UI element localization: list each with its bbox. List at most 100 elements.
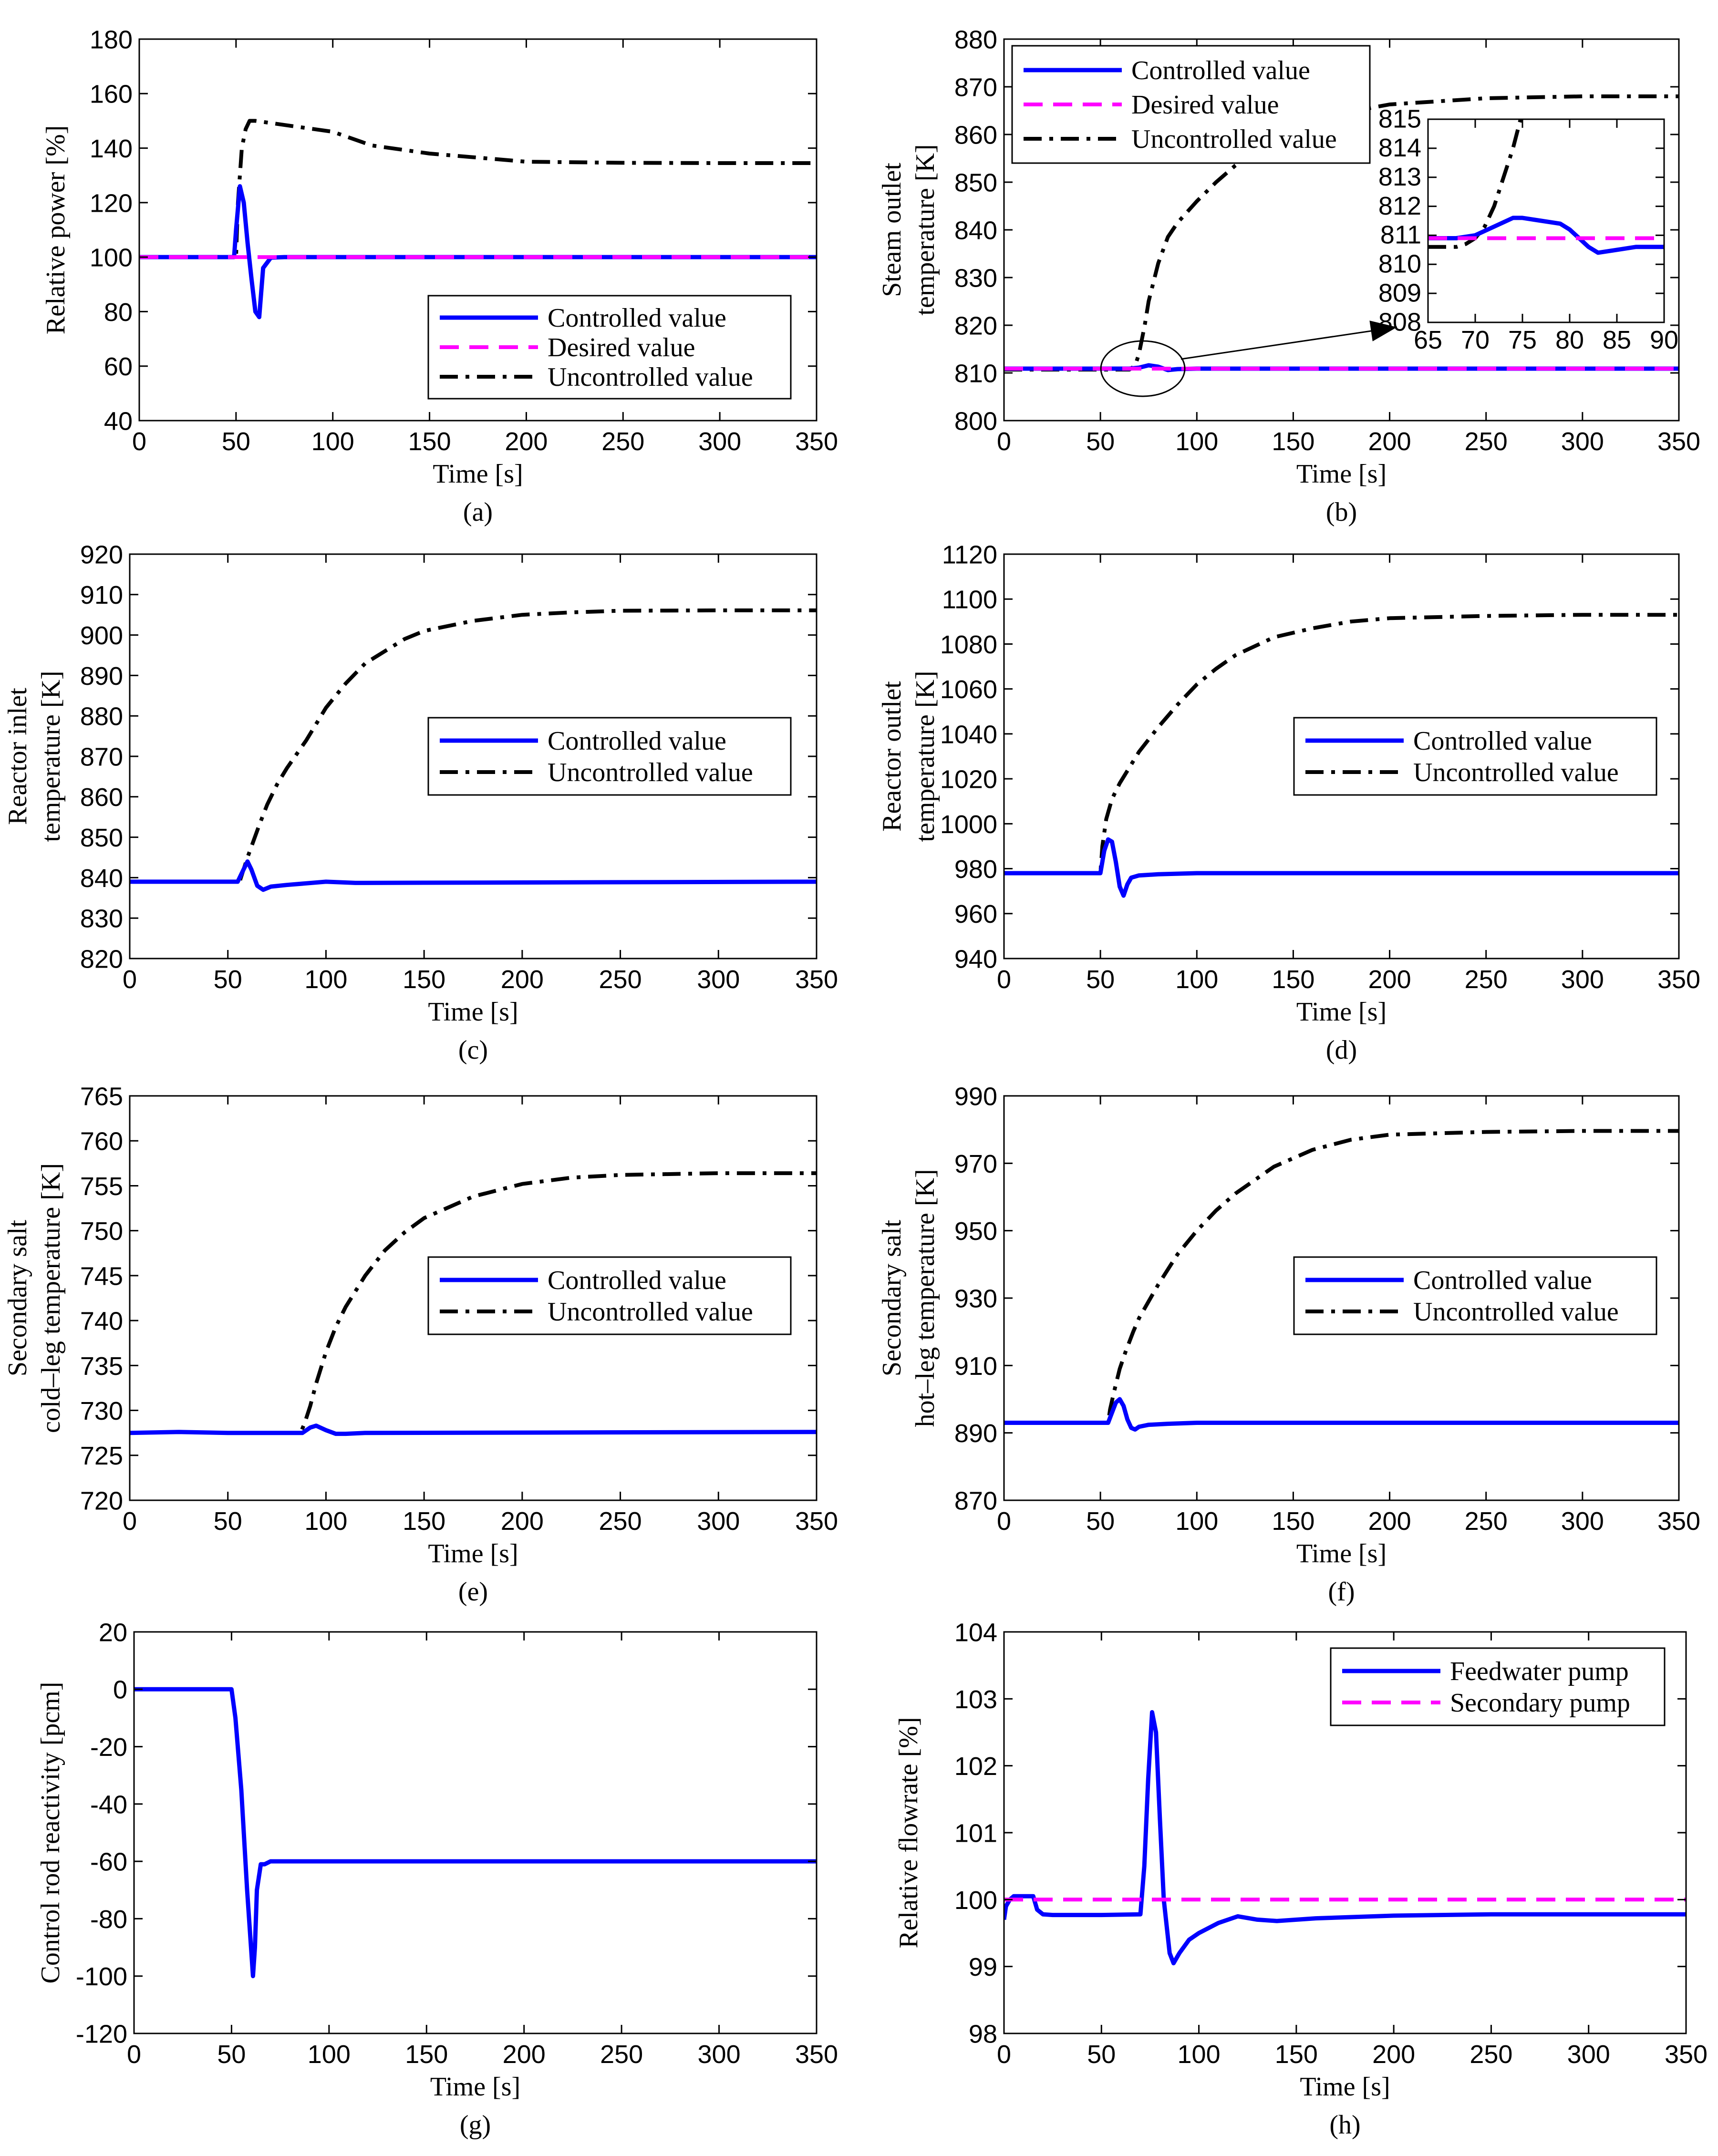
y-tick-label: 1020 <box>940 765 997 794</box>
x-tick-label: 350 <box>1657 1507 1700 1536</box>
x-tick-label: 150 <box>1272 1507 1314 1536</box>
legend-box <box>427 295 792 400</box>
y-tick-label: 160 <box>90 80 133 109</box>
x-axis-title: Time [s] <box>433 459 523 489</box>
y-tick-label: -60 <box>90 1848 127 1877</box>
y-tick-label: 830 <box>80 905 123 933</box>
y-tick-label: 60 <box>104 352 133 381</box>
x-tick-label: 350 <box>1657 965 1700 994</box>
y-tick-label: 100 <box>954 1886 997 1915</box>
y-axis-title: Reactor outlet temperature [K] <box>877 671 940 842</box>
x-axis-title: Time [s] <box>428 1539 518 1568</box>
x-tick-label: 100 <box>304 965 347 994</box>
x-tick-label: 150 <box>408 427 451 456</box>
panel-caption: (a) <box>463 497 493 527</box>
x-axis-title: Time [s] <box>1296 1539 1387 1568</box>
x-tick-label: 300 <box>1567 2040 1610 2069</box>
chart-c: 0 50 100 150 200 250 300 350 820 830 840 850 860 870 8… <box>3 540 838 1065</box>
y-axis-title-line: hot–leg temperature [K] <box>911 1169 940 1427</box>
y-tick-label: 820 <box>80 945 123 973</box>
y-tick-label: 755 <box>80 1172 123 1201</box>
legend-label: Uncontrolled value <box>1413 758 1619 787</box>
y-tick-label: 850 <box>954 168 997 197</box>
x-tick-label: 350 <box>1665 2040 1708 2069</box>
y-axis-title: Control rod reactivity [pcm] <box>36 1682 65 1984</box>
legend-label: Uncontrolled value <box>548 1297 753 1327</box>
x-tick-label: 250 <box>600 2040 643 2069</box>
y-axis-title: Relative power [%] <box>41 125 71 334</box>
y-tick-label: 20 <box>99 1618 127 1647</box>
x-axis-title: Time [s] <box>430 2072 520 2102</box>
x-tick-label: 300 <box>697 1507 740 1536</box>
chart-d: 0 50 100 150 200 250 300 350 940 960 980 1000 1020 10… <box>877 540 1700 1065</box>
x-tick-label: 200 <box>1368 427 1411 456</box>
inset-series-uncontrolled <box>1428 119 1522 249</box>
y-tick-label: 950 <box>954 1217 997 1246</box>
y-axis-title-line: Secondary salt <box>3 1219 32 1376</box>
y-axis-title: Secondary salt cold–leg temperature [K] <box>3 1163 66 1433</box>
y-axis-title-line: Reactor outlet <box>877 681 907 832</box>
inset-y-tick-label: 814 <box>1378 134 1421 162</box>
y-tick-label: 870 <box>954 1486 997 1515</box>
inset-y-tick-label: 809 <box>1378 279 1421 307</box>
inset-x-tick-label: 85 <box>1603 326 1631 354</box>
series-uncontrolled <box>139 119 817 259</box>
x-tick-label: 300 <box>1561 427 1604 456</box>
y-tick-label: 990 <box>954 1082 997 1111</box>
x-tick-label: 350 <box>795 965 838 994</box>
y-tick-label: 730 <box>80 1397 123 1425</box>
y-tick-label: 890 <box>80 662 123 691</box>
legend-label: Secondary pump <box>1450 1688 1630 1718</box>
x-tick-label: 100 <box>1175 1507 1218 1536</box>
y-tick-label: 750 <box>80 1217 123 1246</box>
x-tick-label: 200 <box>501 965 544 994</box>
series-uncontrolled <box>1004 94 1679 371</box>
x-tick-label: 150 <box>1272 427 1314 456</box>
panel-caption: (h) <box>1329 2110 1360 2140</box>
y-tick-label: 103 <box>954 1685 997 1714</box>
series-uncontrolled <box>1004 1129 1679 1425</box>
x-tick-label: 200 <box>503 2040 546 2069</box>
y-tick-label: -100 <box>76 1962 127 1991</box>
legend-label: Uncontrolled value <box>548 362 753 392</box>
y-tick-label: 760 <box>80 1127 123 1156</box>
legend-label: Controlled value <box>548 1266 726 1295</box>
legend-label: Controlled value <box>548 303 726 333</box>
y-axis-title-line: Relative power [%] <box>41 125 71 334</box>
x-axis-title: Time [s] <box>428 997 518 1027</box>
series-controlled <box>134 1687 817 1979</box>
y-tick-label: -80 <box>90 1905 127 1934</box>
inset-x-tick-label: 90 <box>1650 326 1678 354</box>
x-tick-label: 100 <box>1175 427 1218 456</box>
legend-box <box>427 1256 792 1335</box>
y-tick-label: 880 <box>954 25 997 54</box>
y-tick-label: 940 <box>954 945 997 973</box>
y-tick-label: 102 <box>954 1752 997 1781</box>
x-tick-label: 350 <box>795 1507 838 1536</box>
y-tick-label: 860 <box>954 121 997 149</box>
x-tick-label: 350 <box>795 2040 838 2069</box>
x-axis-title: Time [s] <box>1296 997 1387 1027</box>
x-tick-label: 250 <box>1465 1507 1508 1536</box>
x-tick-label: 50 <box>1086 1507 1115 1536</box>
x-tick-label: 200 <box>501 1507 544 1536</box>
x-tick-label: 50 <box>214 965 242 994</box>
x-tick-label: 200 <box>1372 2040 1415 2069</box>
chart-b: 0 50 100 150 200 250 300 350 800 810 820 830 840 850 8… <box>877 25 1700 527</box>
y-tick-label: 800 <box>954 407 997 435</box>
plot-area <box>134 1632 817 2033</box>
legend-box <box>1330 1647 1666 1726</box>
inset-y-tick-label: 812 <box>1378 192 1421 220</box>
y-tick-label: 98 <box>969 2020 997 2048</box>
legend-label: Uncontrolled value <box>1131 124 1337 154</box>
y-tick-label: 840 <box>954 216 997 245</box>
y-tick-label: 1100 <box>942 586 997 614</box>
x-tick-label: 100 <box>308 2040 351 2069</box>
y-tick-label: 720 <box>80 1486 123 1515</box>
x-tick-label: 100 <box>1178 2040 1221 2069</box>
x-tick-label: 300 <box>1561 1507 1604 1536</box>
series-controlled <box>130 859 817 892</box>
